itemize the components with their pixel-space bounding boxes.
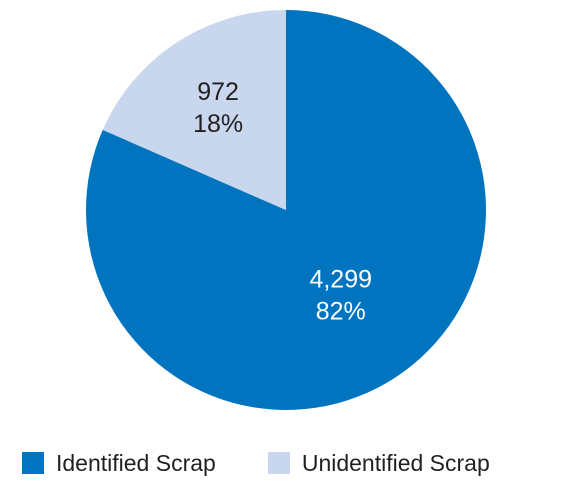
legend-label-identified-scrap: Identified Scrap bbox=[56, 449, 216, 476]
slice-percent-label-unidentified-scrap: 18% bbox=[193, 110, 243, 138]
pie-slice-unidentified-scrap bbox=[102, 10, 286, 210]
slice-labels: 4,299 82% 972 18% bbox=[193, 78, 372, 325]
legend-item-unidentified-scrap: Unidentified Scrap bbox=[267, 449, 490, 477]
legend-swatch-unidentified-scrap bbox=[267, 452, 290, 474]
legend-item-identified-scrap: Identified Scrap bbox=[22, 450, 216, 477]
legend: Identified Scrap Unidentified Scrap bbox=[22, 446, 490, 480]
slice-percent-label-identified-scrap: 82% bbox=[316, 298, 366, 326]
slice-value-label-identified-scrap: 4,299 bbox=[309, 266, 372, 294]
legend-swatch-identified-scrap bbox=[22, 452, 44, 474]
pie-slices bbox=[85, 10, 486, 410]
slice-value-label-unidentified-scrap: 972 bbox=[197, 78, 239, 106]
legend-label-unidentified-scrap: Unidentified Scrap bbox=[301, 449, 490, 476]
